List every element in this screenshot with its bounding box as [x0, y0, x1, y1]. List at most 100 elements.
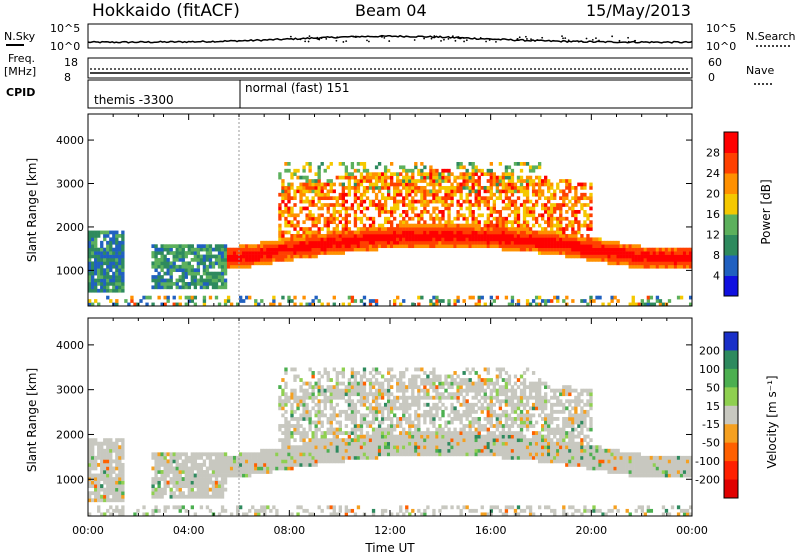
data-cell [347, 220, 352, 225]
data-cell [335, 402, 339, 407]
data-cell [290, 186, 294, 190]
data-cell [91, 275, 95, 279]
data-cell [676, 247, 681, 252]
data-cell [235, 302, 240, 307]
data-cell [450, 438, 454, 443]
freq-tick-top: 18 [64, 56, 78, 69]
data-cell [531, 168, 536, 173]
data-cell [510, 299, 515, 303]
data-cell [383, 438, 388, 443]
data-cell [432, 237, 436, 242]
data-cell [480, 441, 484, 446]
data-cell [353, 441, 358, 446]
data-cell [365, 179, 370, 183]
data-cell [317, 244, 321, 249]
data-cell [483, 234, 487, 238]
data-cell [432, 175, 436, 180]
data-cell [474, 420, 478, 425]
data-cell [368, 424, 373, 428]
data-cell [380, 448, 385, 453]
data-cell [356, 388, 361, 393]
data-cell [305, 406, 309, 411]
data-cell [211, 480, 216, 485]
data-cell [335, 199, 339, 204]
data-cell [142, 505, 146, 510]
data-cell [208, 258, 213, 262]
data-cell [447, 168, 451, 173]
data-cell [362, 189, 367, 194]
data-cell [655, 251, 660, 255]
data-cell [359, 220, 364, 225]
data-cell [411, 227, 415, 231]
data-cell [235, 462, 240, 467]
data-cell [498, 192, 503, 197]
data-cell [420, 237, 424, 242]
data-cell [390, 402, 394, 407]
data-cell [565, 216, 569, 221]
nsearch-point [585, 37, 588, 40]
data-cell [380, 392, 385, 397]
data-cell [483, 220, 487, 225]
data-cell [329, 388, 333, 393]
data-cell [423, 192, 427, 197]
data-cell [139, 299, 143, 303]
data-cell [565, 179, 569, 183]
data-cell [423, 206, 427, 211]
data-cell [287, 168, 291, 173]
data-cell [293, 172, 297, 177]
data-cell [402, 244, 406, 249]
nsearch-point [591, 39, 594, 41]
data-cell [438, 240, 442, 245]
data-cell [453, 427, 457, 432]
data-cell [115, 441, 119, 446]
data-cell [459, 227, 463, 231]
data-cell [169, 264, 173, 269]
data-cell [456, 395, 460, 400]
data-cell [290, 388, 294, 393]
data-cell [196, 494, 201, 499]
data-cell [468, 203, 472, 207]
data-cell [586, 258, 590, 262]
data-cell [178, 247, 182, 252]
data-cell [332, 441, 336, 446]
data-cell [284, 427, 288, 432]
nsearch-point [316, 36, 319, 39]
data-cell [374, 399, 379, 404]
data-cell [157, 508, 161, 513]
data-cell [106, 234, 110, 238]
data-cell [544, 175, 548, 180]
data-cell [483, 367, 487, 372]
data-cell [94, 251, 98, 255]
data-cell [308, 424, 312, 428]
data-cell [465, 399, 469, 404]
data-cell [91, 230, 95, 235]
data-cell [417, 186, 421, 190]
data-cell [368, 199, 373, 204]
data-cell [172, 244, 176, 249]
data-cell [260, 240, 264, 245]
data-cell [344, 388, 349, 393]
data-cell [408, 192, 412, 197]
data-cell [344, 240, 349, 245]
data-cell [290, 431, 294, 435]
data-cell [402, 220, 406, 225]
data-cell [507, 186, 512, 190]
data-cell [480, 409, 484, 414]
data-cell [211, 261, 216, 266]
data-cell [541, 244, 545, 249]
data-cell [211, 459, 216, 464]
data-cell [208, 452, 213, 457]
data-cell [386, 220, 391, 225]
data-cell [423, 227, 427, 231]
data-cell [275, 254, 279, 259]
data-cell [235, 455, 240, 460]
data-cell [97, 452, 101, 457]
data-cell [435, 392, 439, 397]
data-cell [465, 168, 469, 173]
data-cell [118, 278, 122, 283]
data-cell [426, 227, 430, 231]
data-cell [386, 371, 391, 375]
data-cell [190, 278, 194, 283]
data-cell [586, 196, 590, 201]
data-cell [356, 427, 361, 432]
